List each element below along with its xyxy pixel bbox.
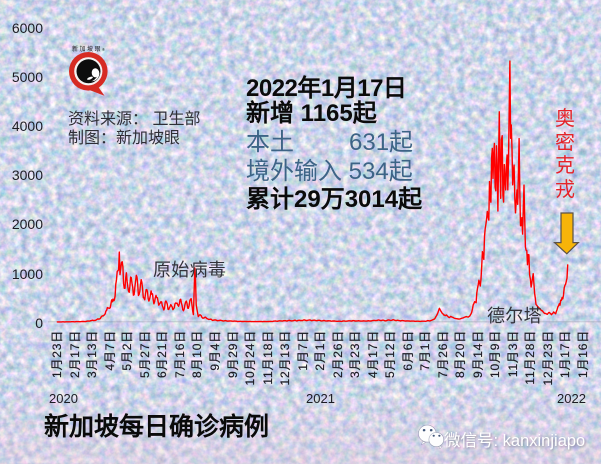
svg-text:新加坡眼®: 新加坡眼® bbox=[72, 45, 106, 53]
